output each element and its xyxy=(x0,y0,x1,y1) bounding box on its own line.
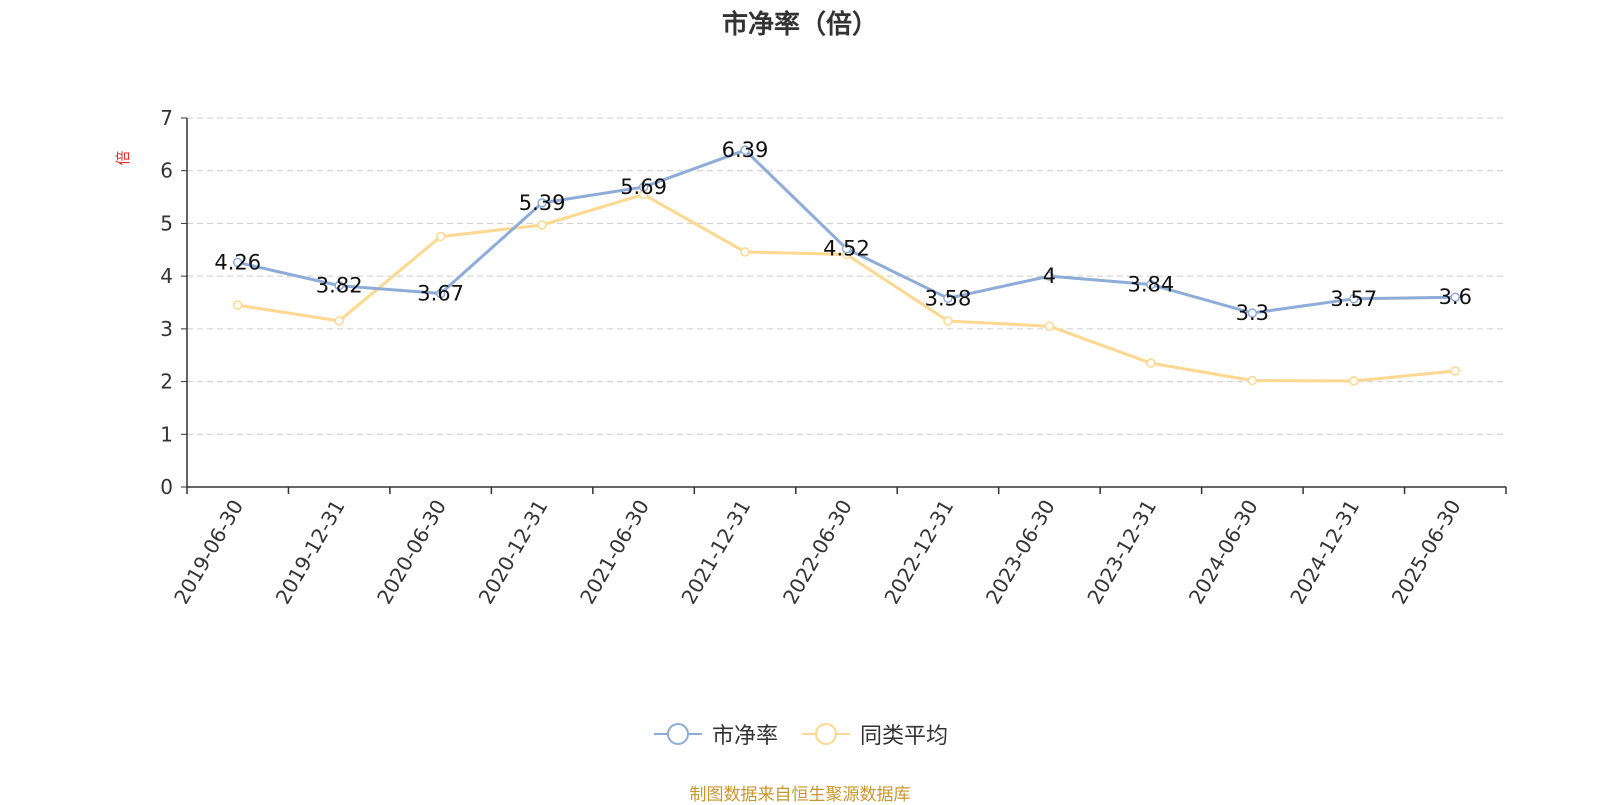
y-tick-label: 3 xyxy=(160,317,173,341)
data-point-pb xyxy=(1349,294,1359,304)
legend-item-pb[interactable]: 市净率 xyxy=(652,718,778,750)
data-point-pb xyxy=(334,280,344,291)
data-point-peer-average xyxy=(1146,358,1156,368)
data-point-pb xyxy=(1247,308,1258,318)
legend-label-peer-average: 同类平均 xyxy=(860,724,949,749)
x-tick-label: 2025-06-30 xyxy=(1387,496,1466,609)
data-point-pb xyxy=(435,288,446,299)
chart-title: 市净率（倍） xyxy=(721,10,878,40)
source-note: 制图数据来自恒生聚源数据库 xyxy=(689,785,911,805)
x-tick-label: 2023-12-31 xyxy=(1082,496,1161,609)
data-point-peer-average xyxy=(1450,366,1461,376)
data-point-peer-average xyxy=(943,316,953,326)
x-tick-label: 2024-06-30 xyxy=(1184,496,1263,609)
y-tick-label: 4 xyxy=(160,264,173,288)
legend: 市净率 同类平均 xyxy=(0,718,1600,750)
data-label: 6.39 xyxy=(722,138,769,162)
data-label: 3.6 xyxy=(1439,285,1472,309)
data-label: 3.84 xyxy=(1128,273,1175,297)
data-point-peer-average xyxy=(1044,321,1055,331)
data-label: 4.26 xyxy=(214,250,261,274)
data-point-peer-average xyxy=(232,300,243,310)
y-tick-label: 6 xyxy=(160,159,173,183)
axes: 0 1 2 3 4 5 6 7 倍 2019-06-30 2019-12-31 2020-06-30 2… xyxy=(114,106,1507,609)
data-point-pb xyxy=(943,293,953,304)
data-point-pb xyxy=(232,257,243,268)
x-tick-label: 2021-06-30 xyxy=(575,496,654,609)
x-tick-label: 2023-06-30 xyxy=(981,496,1060,609)
x-tick-label: 2020-12-31 xyxy=(474,496,553,609)
y-tick-label: 2 xyxy=(160,370,173,394)
y-axis-label: 倍 xyxy=(114,150,132,165)
x-tick-label: 2022-06-30 xyxy=(778,496,857,609)
data-point-pb xyxy=(1044,271,1055,281)
legend-pb-icon xyxy=(653,723,702,745)
data-label: 5.69 xyxy=(620,175,667,199)
data-point-peer-average xyxy=(1247,375,1258,386)
data-point-peer-average xyxy=(740,247,750,257)
data-point-pb xyxy=(537,198,547,208)
data-label: 3.58 xyxy=(925,286,972,310)
y-tick-label: 7 xyxy=(160,106,173,130)
legend-item-peer-average[interactable]: 同类平均 xyxy=(800,718,948,750)
data-label: 3.57 xyxy=(1330,287,1377,311)
y-tick-label: 0 xyxy=(160,475,173,499)
x-tick-label: 2019-12-31 xyxy=(271,496,350,609)
y-tick-label: 1 xyxy=(160,422,173,446)
data-label: 3.82 xyxy=(316,274,363,298)
data-point-peer-average xyxy=(1349,376,1359,386)
x-tick-label: 2022-12-31 xyxy=(879,496,958,609)
data-label: 3.67 xyxy=(417,282,464,306)
data-label: 5.39 xyxy=(519,191,566,215)
legend-peer-average-icon xyxy=(802,723,850,745)
y-tick-label: 5 xyxy=(160,211,173,235)
data-point-peer-average xyxy=(334,316,344,326)
data-point-pb xyxy=(1450,292,1461,302)
data-labels: 4.26 3.82 3.67 5.39 5.69 6.39 4.52 3.58 4 3.84 3.3… xyxy=(214,138,1472,325)
legend-label-pb: 市净率 xyxy=(711,724,778,749)
data-point-pb xyxy=(740,145,750,155)
x-tick-label: 2020-06-30 xyxy=(372,495,451,608)
x-tick-label: 2021-12-31 xyxy=(676,496,755,609)
data-label: 4 xyxy=(1043,264,1056,288)
series-lines xyxy=(232,145,1461,386)
x-tick-label: 2024-12-31 xyxy=(1285,496,1364,609)
data-point-pb xyxy=(841,243,852,254)
data-point-peer-average xyxy=(537,220,547,230)
x-tick-label: 2019-06-30 xyxy=(169,496,248,609)
data-label: 3.3 xyxy=(1236,301,1269,325)
data-point-pb xyxy=(1146,279,1156,290)
grid-lines xyxy=(187,117,1506,435)
data-point-pb xyxy=(638,182,649,192)
data-label: 4.52 xyxy=(823,237,870,261)
data-point-peer-average xyxy=(435,231,446,242)
